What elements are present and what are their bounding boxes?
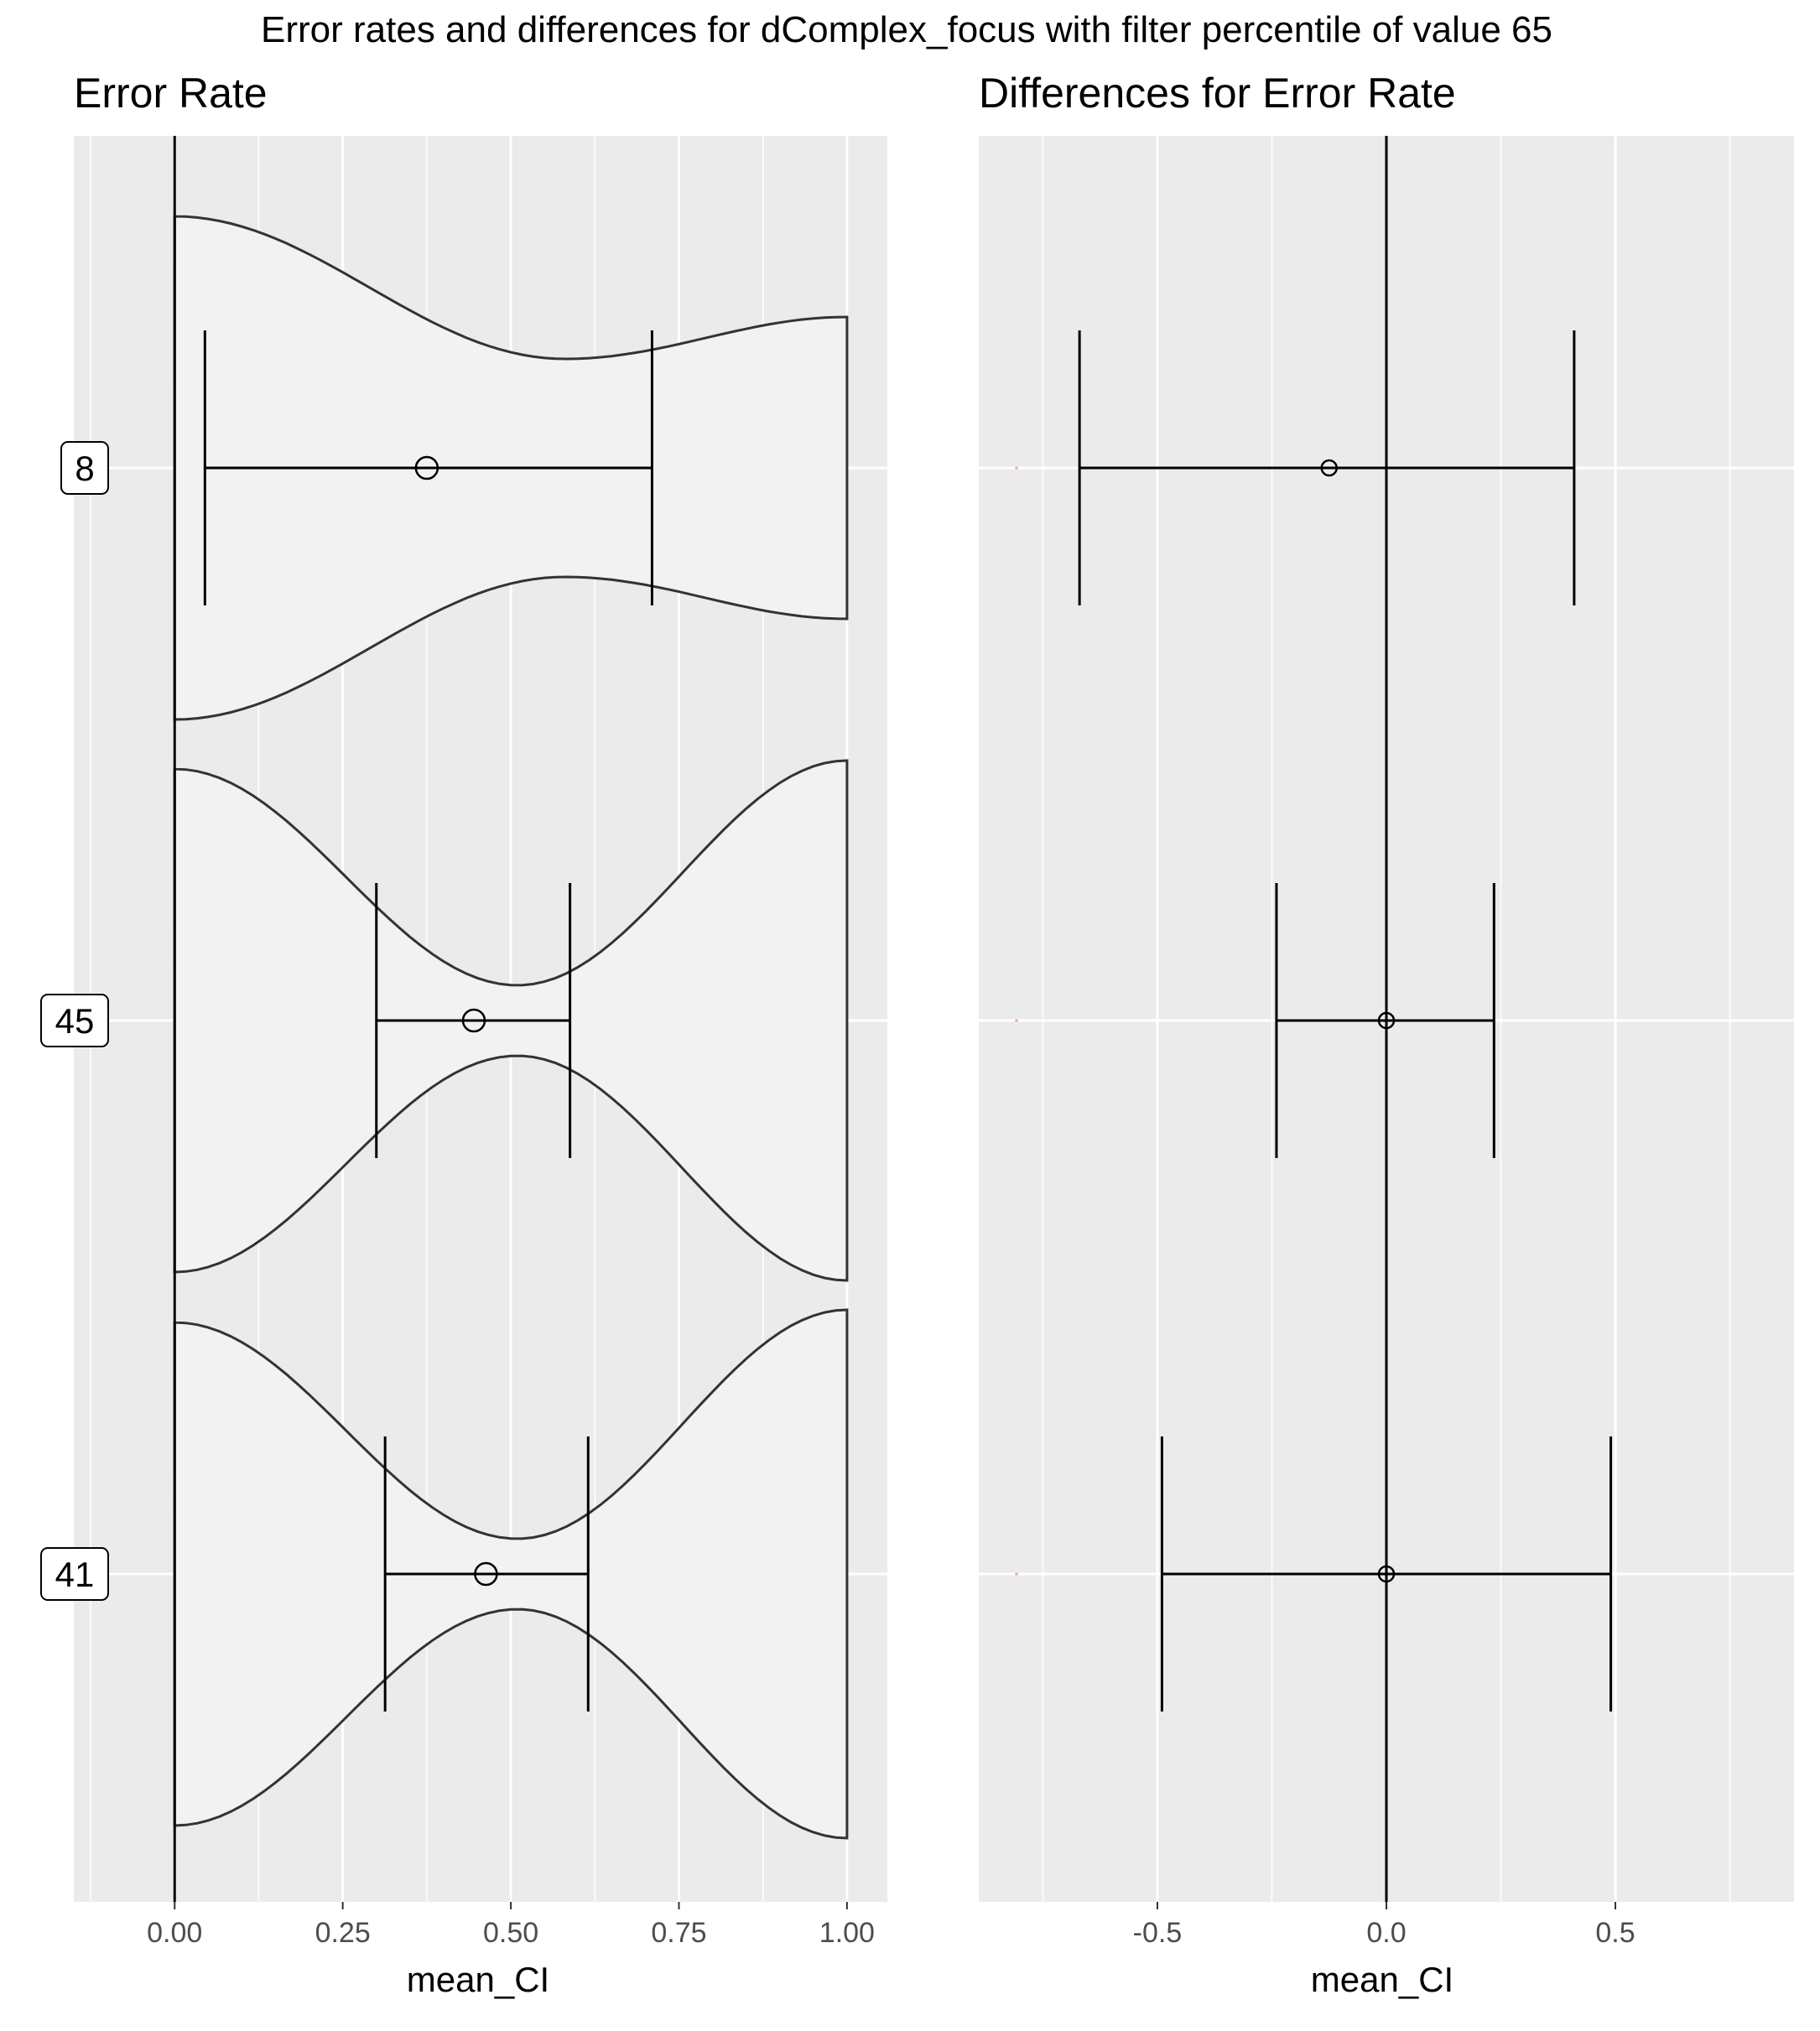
category-label: 41 (55, 1555, 95, 1594)
faint-marker (1015, 1572, 1018, 1576)
right-tick-label: 0.0 (1366, 1917, 1406, 1949)
right-x-axis-label: mean_CI (1311, 1960, 1453, 1999)
category-label-box (40, 994, 109, 1047)
category-label-box (60, 441, 109, 495)
error-rate-panel: 0.00 0.25 0.50 0.75 1.00 8 45 41 (40, 136, 887, 1949)
right-tick-label: 0.5 (1595, 1917, 1635, 1949)
left-tick-label: 0.50 (483, 1917, 538, 1949)
mean-point (414, 455, 439, 480)
left-panel-title: Error Rate (74, 70, 268, 117)
faint-marker (1015, 466, 1018, 470)
faint-marker (1015, 1019, 1018, 1022)
category-label: 45 (55, 1001, 95, 1041)
left-tick-label: 0.00 (147, 1917, 202, 1949)
left-tick-label: 1.00 (819, 1917, 875, 1949)
mean-point (474, 1561, 498, 1587)
category-label: 8 (75, 449, 94, 488)
differences-panel: -0.5 0.0 0.5 (979, 136, 1794, 1949)
right-panel-title: Differences for Error Rate (979, 70, 1456, 117)
mean-point (461, 1008, 486, 1033)
difference-mean-point (1377, 1011, 1396, 1030)
left-tick-label: 0.25 (315, 1917, 371, 1949)
left-tick-label: 0.75 (651, 1917, 706, 1949)
right-tick-label: -0.5 (1133, 1917, 1183, 1949)
difference-mean-point (1377, 1565, 1396, 1583)
left-x-axis-label: mean_CI (407, 1960, 549, 1999)
figure-title: Error rates and differences for dComplex… (261, 9, 1552, 50)
difference-mean-point (1320, 459, 1338, 477)
category-label-box (40, 1547, 109, 1601)
